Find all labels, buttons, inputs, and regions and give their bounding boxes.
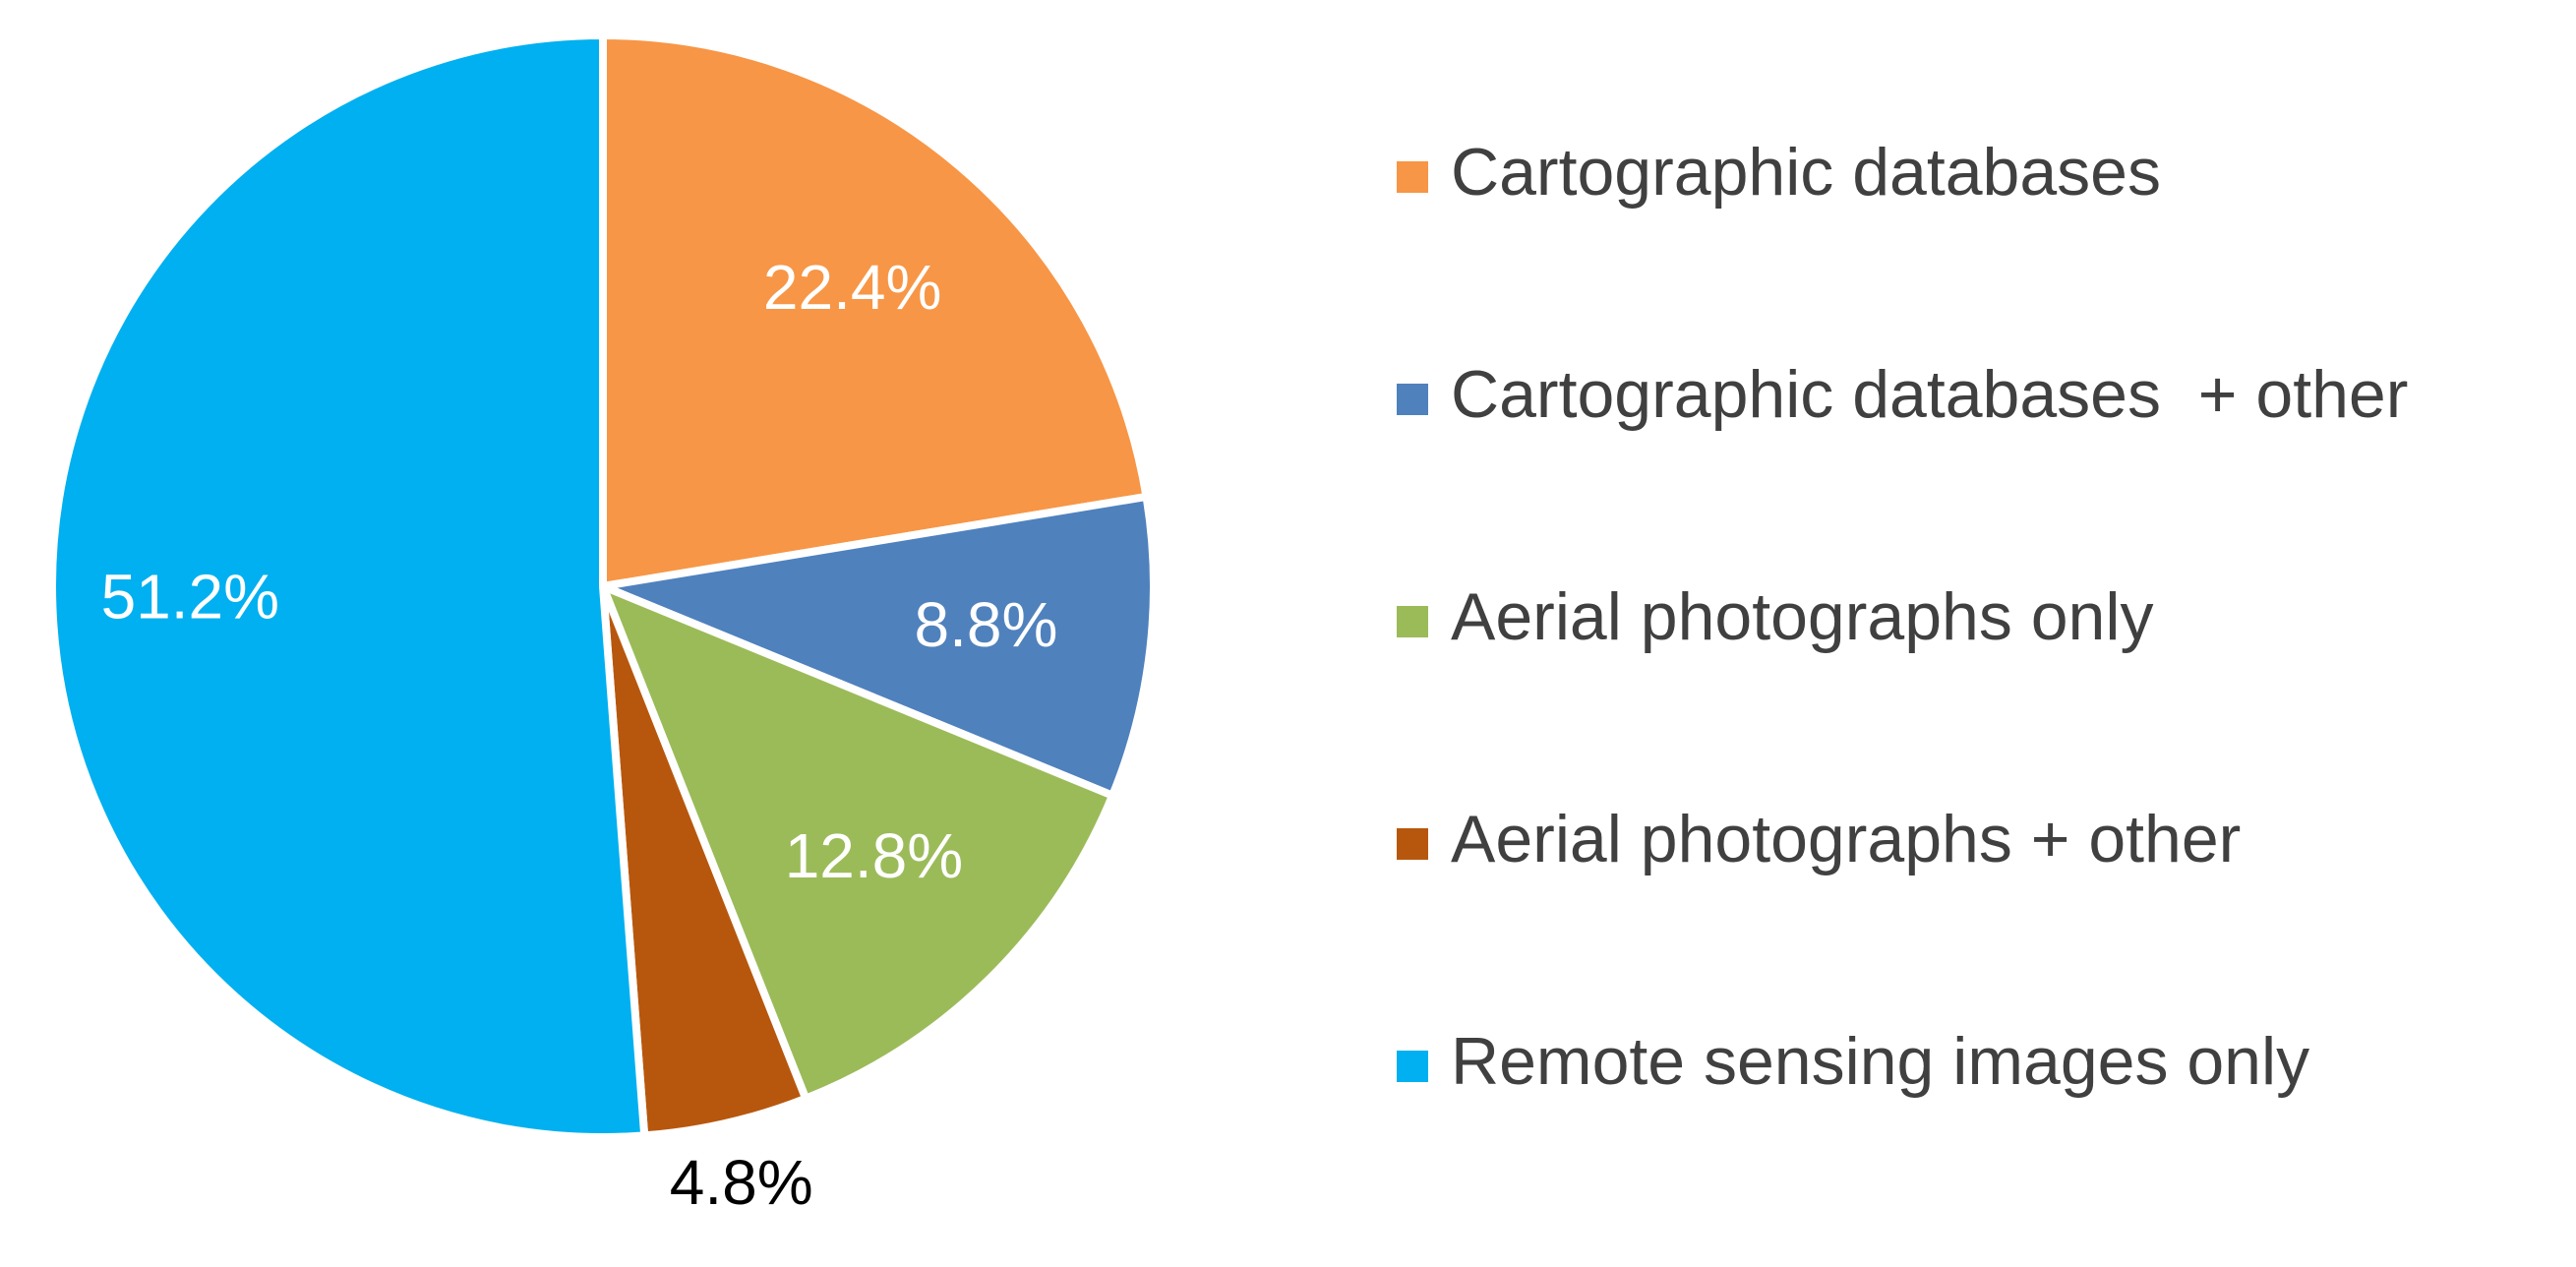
value-label: 4.8%	[670, 1147, 813, 1218]
legend-label: Cartographic databases	[1451, 135, 2161, 210]
pie-slice	[595, 578, 1118, 1104]
value-label: 51.2%	[101, 562, 279, 633]
pie-slice	[599, 30, 1152, 591]
legend-swatch	[1397, 161, 1428, 193]
legend-label: Cartographic databases + other	[1451, 357, 2408, 432]
value-label: 8.8%	[915, 589, 1058, 660]
legend-label: Aerial photographs only	[1451, 579, 2153, 654]
legend-label: Remote sensing images only	[1451, 1024, 2309, 1099]
legend-swatch	[1397, 1051, 1428, 1082]
pie-slice	[588, 492, 1158, 801]
pie-slice	[48, 30, 649, 1141]
legend-swatch	[1397, 384, 1428, 415]
legend-swatch	[1397, 828, 1428, 860]
legend-swatch	[1397, 606, 1428, 637]
legend-label: Aerial photographs + other	[1451, 802, 2241, 876]
value-label: 22.4%	[763, 252, 941, 323]
value-label: 12.8%	[785, 820, 963, 891]
